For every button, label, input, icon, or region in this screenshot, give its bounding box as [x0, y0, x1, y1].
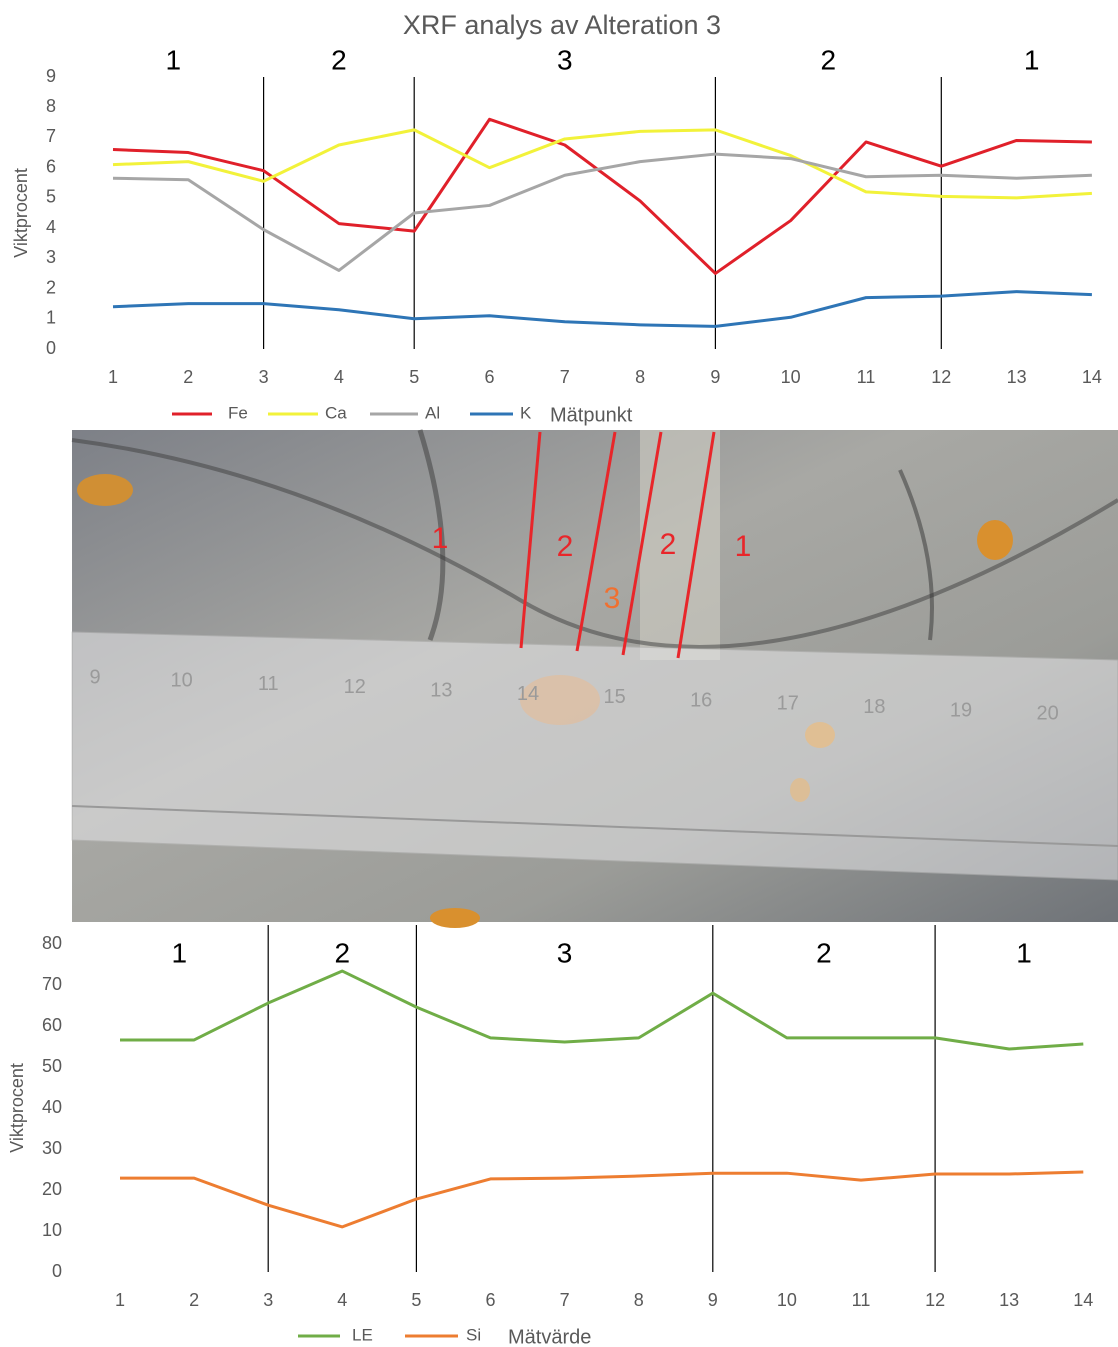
ruler-label: 11	[258, 673, 279, 695]
lichen	[977, 520, 1013, 560]
series-line	[120, 1172, 1083, 1227]
y-tick-label: 40	[42, 1097, 62, 1117]
ruler-label: 15	[603, 686, 625, 708]
y-axis-title: Viktprocent	[11, 168, 31, 258]
photo-zone-label: 2	[557, 530, 574, 563]
legend-label: Si	[466, 1325, 481, 1344]
y-tick-label: 5	[46, 187, 56, 207]
x-tick-label: 11	[852, 1290, 871, 1310]
y-tick-label: 9	[46, 66, 56, 86]
y-tick-label: 1	[46, 308, 56, 328]
x-tick-label: 2	[189, 1290, 199, 1310]
ruler-label: 10	[170, 670, 192, 692]
chart-title: XRF analys av Alteration 3	[403, 10, 721, 40]
x-tick-label: 7	[560, 1290, 570, 1310]
x-axis-title: Mätvärde	[508, 1326, 591, 1347]
y-tick-label: 30	[42, 1138, 62, 1158]
photo-zone-label: 1	[432, 522, 449, 555]
y-tick-label: 10	[42, 1220, 62, 1240]
y-tick-label: 0	[52, 1261, 62, 1281]
lichen	[77, 474, 133, 506]
x-tick-label: 1	[108, 367, 118, 387]
zone-label: 1	[1016, 937, 1032, 968]
x-tick-label: 3	[263, 1290, 273, 1310]
y-tick-label: 6	[46, 156, 56, 176]
x-tick-label: 12	[931, 367, 951, 387]
x-tick-label: 2	[183, 367, 193, 387]
x-tick-label: 9	[710, 367, 720, 387]
ruler-label: 19	[950, 699, 972, 721]
x-tick-label: 14	[1073, 1290, 1093, 1310]
zone-label: 3	[557, 937, 573, 968]
photo-zone-label: 2	[660, 528, 677, 561]
y-tick-label: 0	[46, 338, 56, 358]
zone-label: 1	[165, 44, 181, 75]
ruler-label: 12	[344, 676, 366, 698]
zone-label: 1	[1024, 44, 1040, 75]
x-tick-label: 13	[999, 1290, 1019, 1310]
y-tick-label: 2	[46, 277, 56, 297]
ruler	[72, 632, 1118, 880]
x-tick-label: 14	[1082, 367, 1102, 387]
zone-label: 2	[335, 937, 351, 968]
ruler-label: 17	[777, 693, 799, 715]
x-tick-label: 4	[337, 1290, 347, 1310]
x-tick-label: 7	[560, 367, 570, 387]
ruler-label: 14	[517, 683, 539, 705]
legend-label: K	[520, 403, 532, 422]
y-axis-title: Viktprocent	[7, 1063, 27, 1153]
x-tick-label: 11	[857, 367, 876, 387]
page: 1232191011121314151617181920XRF analys a…	[0, 0, 1118, 1347]
photo	[72, 430, 1118, 928]
x-tick-label: 6	[484, 367, 494, 387]
x-tick-label: 9	[708, 1290, 718, 1310]
x-tick-label: 3	[259, 367, 269, 387]
x-tick-label: 5	[411, 1290, 421, 1310]
legend-label: Al	[425, 403, 440, 422]
x-tick-label: 10	[781, 367, 801, 387]
lichen	[430, 908, 480, 928]
x-tick-label: 8	[635, 367, 645, 387]
legend-label: Ca	[325, 403, 347, 422]
x-tick-label: 10	[777, 1290, 797, 1310]
y-tick-label: 70	[42, 974, 62, 994]
ruler-label: 18	[863, 696, 885, 718]
zone-label: 3	[557, 44, 573, 75]
y-tick-label: 7	[46, 126, 56, 146]
zone-label: 2	[821, 44, 837, 75]
y-tick-label: 8	[46, 96, 56, 116]
ruler-label: 16	[690, 689, 712, 711]
ruler-label: 20	[1036, 703, 1058, 725]
zone-label: 2	[816, 937, 832, 968]
x-tick-label: 4	[334, 367, 344, 387]
y-tick-label: 50	[42, 1056, 62, 1076]
x-axis-title: Mätpunkt	[550, 404, 633, 426]
ruler-label: 13	[430, 679, 452, 701]
series-line	[113, 292, 1092, 327]
y-tick-label: 3	[46, 247, 56, 267]
legend-label: LE	[352, 1325, 373, 1344]
y-tick-label: 60	[42, 1015, 62, 1035]
x-tick-label: 5	[409, 367, 419, 387]
y-tick-label: 20	[42, 1179, 62, 1199]
legend-label: Fe	[228, 403, 248, 422]
x-tick-label: 12	[925, 1290, 945, 1310]
x-tick-label: 8	[634, 1290, 644, 1310]
zone-label: 2	[331, 44, 347, 75]
x-tick-label: 1	[115, 1290, 125, 1310]
photo-zone-label: 1	[735, 530, 752, 563]
series-line	[120, 971, 1083, 1049]
photo-zone-label: 3	[604, 582, 621, 615]
y-tick-label: 80	[42, 933, 62, 953]
ruler-label: 9	[89, 666, 100, 688]
x-tick-label: 13	[1007, 367, 1027, 387]
y-tick-label: 4	[46, 217, 56, 237]
x-tick-label: 6	[485, 1290, 495, 1310]
zone-label: 1	[171, 937, 187, 968]
